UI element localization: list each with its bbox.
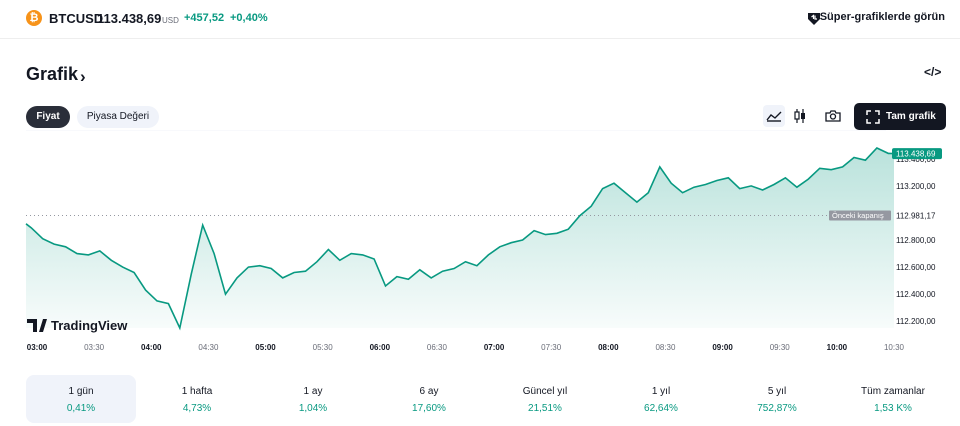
- candles-button[interactable]: [789, 105, 811, 127]
- period-1d[interactable]: 1 gün 0,41%: [26, 375, 136, 423]
- current-price-label: 113.438,69: [896, 150, 936, 159]
- period-change: 1,04%: [298, 403, 328, 414]
- x-tick-label: 06:00: [370, 343, 391, 352]
- period-label: Tüm zamanlar: [861, 386, 925, 397]
- area-chart-icon: [766, 111, 782, 122]
- x-tick-label: 05:00: [255, 343, 276, 352]
- full-chart-label: Tam grafik: [886, 111, 936, 122]
- period-label: 5 yıl: [767, 386, 787, 397]
- x-tick-label: 09:30: [770, 343, 791, 352]
- period-ytd[interactable]: Güncel yıl 21,51%: [490, 375, 600, 423]
- period-change: 62,64%: [644, 403, 678, 414]
- x-tick-label: 10:00: [827, 343, 848, 352]
- price-area-fill: [26, 148, 894, 328]
- period-change: 752,87%: [757, 403, 797, 414]
- x-tick-label: 07:30: [541, 343, 562, 352]
- y-tick-label: 113.400,00: [896, 155, 936, 164]
- previous-close-tag: [829, 210, 891, 221]
- tab-price[interactable]: Fiyat: [26, 106, 70, 128]
- price-change-percent: +0,40%: [230, 12, 268, 24]
- price-chart[interactable]: 112.200,00 112.400,00 112.600,00 112.800,00…: [0, 130, 960, 360]
- camera-icon: [825, 110, 841, 122]
- previous-close-value: 112.981,17: [896, 212, 936, 221]
- symbol-label[interactable]: BTCUSD: [49, 11, 104, 26]
- period-label: 1 yıl: [651, 386, 671, 397]
- period-change: 1,53 K%: [874, 403, 912, 414]
- period-label: 1 ay: [303, 386, 323, 397]
- embed-code-icon[interactable]: </>: [924, 65, 942, 79]
- period-label: 1 gün: [68, 386, 94, 397]
- x-axis: 03:00 03:30 04:00 04:30 05:00 05:30 06:00 06:30…: [27, 343, 905, 352]
- fullscreen-icon: [866, 110, 880, 124]
- chevron-right-icon[interactable]: ›: [80, 67, 86, 86]
- section-title[interactable]: Grafik: [26, 64, 79, 84]
- top-bar: ₿ BTCUSD 113.438,69 USD +457,52 +0,40% S…: [0, 0, 960, 39]
- x-tick-label: 04:00: [141, 343, 162, 352]
- period-label: 1 hafta: [181, 386, 213, 397]
- price-chart-svg[interactable]: 112.200,00 112.400,00 112.600,00 112.800,00…: [0, 130, 960, 360]
- x-tick-label: 05:30: [313, 343, 334, 352]
- period-label: Güncel yıl: [522, 386, 568, 397]
- y-tick-label: 112.200,00: [896, 317, 936, 326]
- period-change: 17,60%: [412, 403, 446, 414]
- period-change: 0,41%: [66, 403, 96, 414]
- currency-label: USD: [162, 16, 179, 25]
- candles-icon: [794, 109, 805, 123]
- x-tick-label: 09:00: [712, 343, 733, 352]
- x-tick-label: 08:00: [598, 343, 619, 352]
- y-tick-label: 112.600,00: [896, 263, 936, 272]
- x-tick-label: 10:30: [884, 343, 905, 352]
- bitcoin-icon: ₿: [26, 10, 42, 26]
- screenshot-button[interactable]: [822, 105, 844, 127]
- y-axis: 112.200,00 112.400,00 112.600,00 112.800,00…: [896, 182, 936, 326]
- full-chart-button[interactable]: Tam grafik: [854, 103, 946, 130]
- tab-market-cap[interactable]: Piyasa Değeri: [77, 106, 159, 128]
- price-value: 113.438,69: [97, 11, 162, 26]
- price-change: +457,52: [184, 12, 225, 24]
- price-line: [25, 147, 895, 331]
- x-tick-label: 03:00: [27, 343, 48, 352]
- period-change: 4,73%: [182, 403, 212, 414]
- period-1w[interactable]: 1 hafta 4,73%: [142, 375, 252, 423]
- x-tick-label: 04:30: [198, 343, 219, 352]
- y-tick-label: 112.400,00: [896, 290, 936, 299]
- y-tick-label: 113.200,00: [896, 182, 936, 191]
- supercharts-icon[interactable]: [806, 10, 822, 26]
- y-tick-label: 112.800,00: [896, 236, 936, 245]
- x-tick-label: 06:30: [427, 343, 448, 352]
- period-1m[interactable]: 1 ay 1,04%: [258, 375, 368, 423]
- period-label: 6 ay: [419, 386, 439, 397]
- period-selector: 1 gün 0,41% 1 hafta 4,73% 1 ay 1,04% 6 a…: [26, 375, 946, 423]
- current-price-tag: [892, 148, 942, 160]
- tradingview-watermark[interactable]: TradingView: [27, 318, 128, 333]
- period-1y[interactable]: 1 yıl 62,64%: [606, 375, 716, 423]
- x-tick-label: 07:00: [484, 343, 505, 352]
- period-6m[interactable]: 6 ay 17,60%: [374, 375, 484, 423]
- supercharts-link[interactable]: Süper-grafiklerde görün: [819, 11, 945, 23]
- previous-close-label: Önceki kapanış: [832, 211, 884, 220]
- x-tick-label: 08:30: [655, 343, 676, 352]
- period-5y[interactable]: 5 yıl 752,87%: [722, 375, 832, 423]
- area-chart-button[interactable]: [763, 105, 785, 127]
- tradingview-text: TradingView: [51, 318, 128, 333]
- period-change: 21,51%: [528, 403, 562, 414]
- period-all[interactable]: Tüm zamanlar 1,53 K%: [838, 375, 948, 423]
- x-tick-label: 03:30: [84, 343, 105, 352]
- tradingview-logo-icon: [27, 319, 47, 332]
